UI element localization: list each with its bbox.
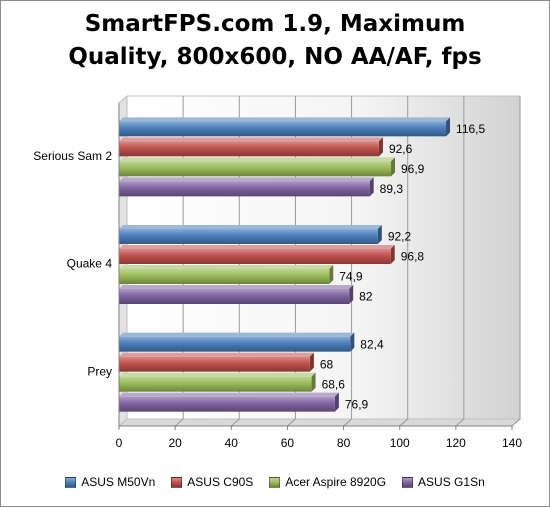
data-label: 89,3 (380, 182, 404, 196)
bar-end-face (350, 332, 355, 352)
y-tick-label: Prey (87, 364, 112, 378)
legend-swatch (402, 476, 414, 488)
bar-top-face (119, 117, 451, 122)
bar-top-face (119, 392, 339, 397)
x-tick-label: 80 (337, 436, 351, 450)
legend-swatch (171, 476, 183, 488)
bar-end-face (309, 352, 314, 372)
bars (119, 117, 451, 412)
bar (119, 269, 330, 284)
bar-end-face (390, 245, 395, 264)
legend-item: Acer Aspire 8920G (269, 475, 386, 489)
legend: ASUS M50Vn ASUS C90S Acer Aspire 8920G ASUS… (0, 470, 550, 494)
bar (119, 356, 310, 372)
bar-top-face (119, 372, 316, 377)
data-label: 74,9 (339, 270, 363, 284)
data-label: 68,6 (322, 377, 346, 391)
bar-end-face (334, 392, 339, 412)
data-label: 96,9 (401, 162, 425, 176)
legend-label: ASUS G1Sn (418, 475, 485, 489)
bar-top-face (119, 157, 396, 162)
bar-top-face (119, 265, 334, 269)
legend-label: Acer Aspire 8920G (285, 475, 387, 489)
bar-end-face (377, 225, 382, 244)
x-tick-label: 20 (168, 436, 182, 450)
gridline (455, 96, 465, 427)
x-tick-label: 60 (281, 436, 295, 450)
gridline (230, 96, 240, 427)
x-tick-label: 0 (116, 436, 123, 450)
data-label: 68 (320, 357, 334, 371)
bar (119, 336, 351, 352)
data-label: 76,9 (345, 397, 369, 411)
chart-title-line-2: Quality, 800x600, NO AA/AF, fps (68, 44, 482, 70)
bar-end-face (311, 372, 316, 392)
bar (119, 289, 350, 304)
data-label: 82 (359, 290, 373, 304)
legend-swatch (269, 476, 281, 488)
x-tick-label: 120 (446, 436, 466, 450)
labels: 116,5 92,6 96,9 89,3 92,2 96,8 74,9 82 82,4 68 68,… (320, 122, 486, 411)
y-tick-label: Serious Sam 2 (33, 149, 112, 163)
bar-top-face (119, 285, 354, 289)
bar-end-face (349, 285, 354, 304)
gridline (287, 96, 296, 427)
gridline (343, 96, 353, 427)
bar-top-face (119, 245, 395, 249)
bar (119, 121, 447, 137)
bar (119, 181, 370, 197)
gridline (399, 96, 409, 427)
bar (119, 396, 335, 412)
y-tick-label: Quake 4 (67, 257, 113, 271)
bar-top-face (119, 137, 383, 142)
gridline (174, 96, 184, 427)
x-tick-label: 40 (225, 436, 239, 450)
x-tick-label: 140 (502, 436, 522, 450)
bar (119, 249, 391, 264)
legend-item: ASUS C90S (171, 475, 253, 489)
axes: 0 20 40 60 80 100 120 140 Serious Sam 2 Quake 4 Pr… (33, 103, 522, 450)
bar-top-face (119, 225, 382, 229)
legend-item: ASUS G1Sn (402, 475, 485, 489)
bar-end-face (329, 265, 334, 284)
bar-end-face (446, 117, 451, 137)
bar-top-face (119, 177, 374, 182)
bar (119, 229, 378, 244)
legend-label: ASUS C90S (187, 475, 254, 489)
bar-end-face (378, 137, 383, 157)
legend-label: ASUS M50Vn (81, 475, 156, 489)
data-label: 116,5 (456, 122, 485, 136)
chart-title-line-1: SmartFPS.com 1.9, Maximum (84, 11, 466, 37)
chart-title: SmartFPS.com 1.9, Maximum Quality, 800x6… (0, 8, 550, 74)
legend-item: ASUS M50Vn (65, 475, 155, 489)
x-tick-label: 100 (390, 436, 410, 450)
bar-end-face (391, 157, 396, 177)
data-label: 92,2 (388, 230, 412, 244)
data-label: 92,6 (389, 142, 413, 156)
bar (119, 376, 312, 392)
data-label: 82,4 (360, 337, 384, 351)
bar (119, 141, 379, 157)
bar (119, 161, 392, 177)
gridlines (174, 96, 521, 427)
bar-end-face (369, 177, 374, 197)
bar-top-face (119, 332, 355, 337)
bar-top-face (119, 352, 314, 357)
legend-swatch (65, 476, 77, 488)
data-label: 96,8 (401, 250, 425, 264)
gridline (511, 96, 521, 427)
